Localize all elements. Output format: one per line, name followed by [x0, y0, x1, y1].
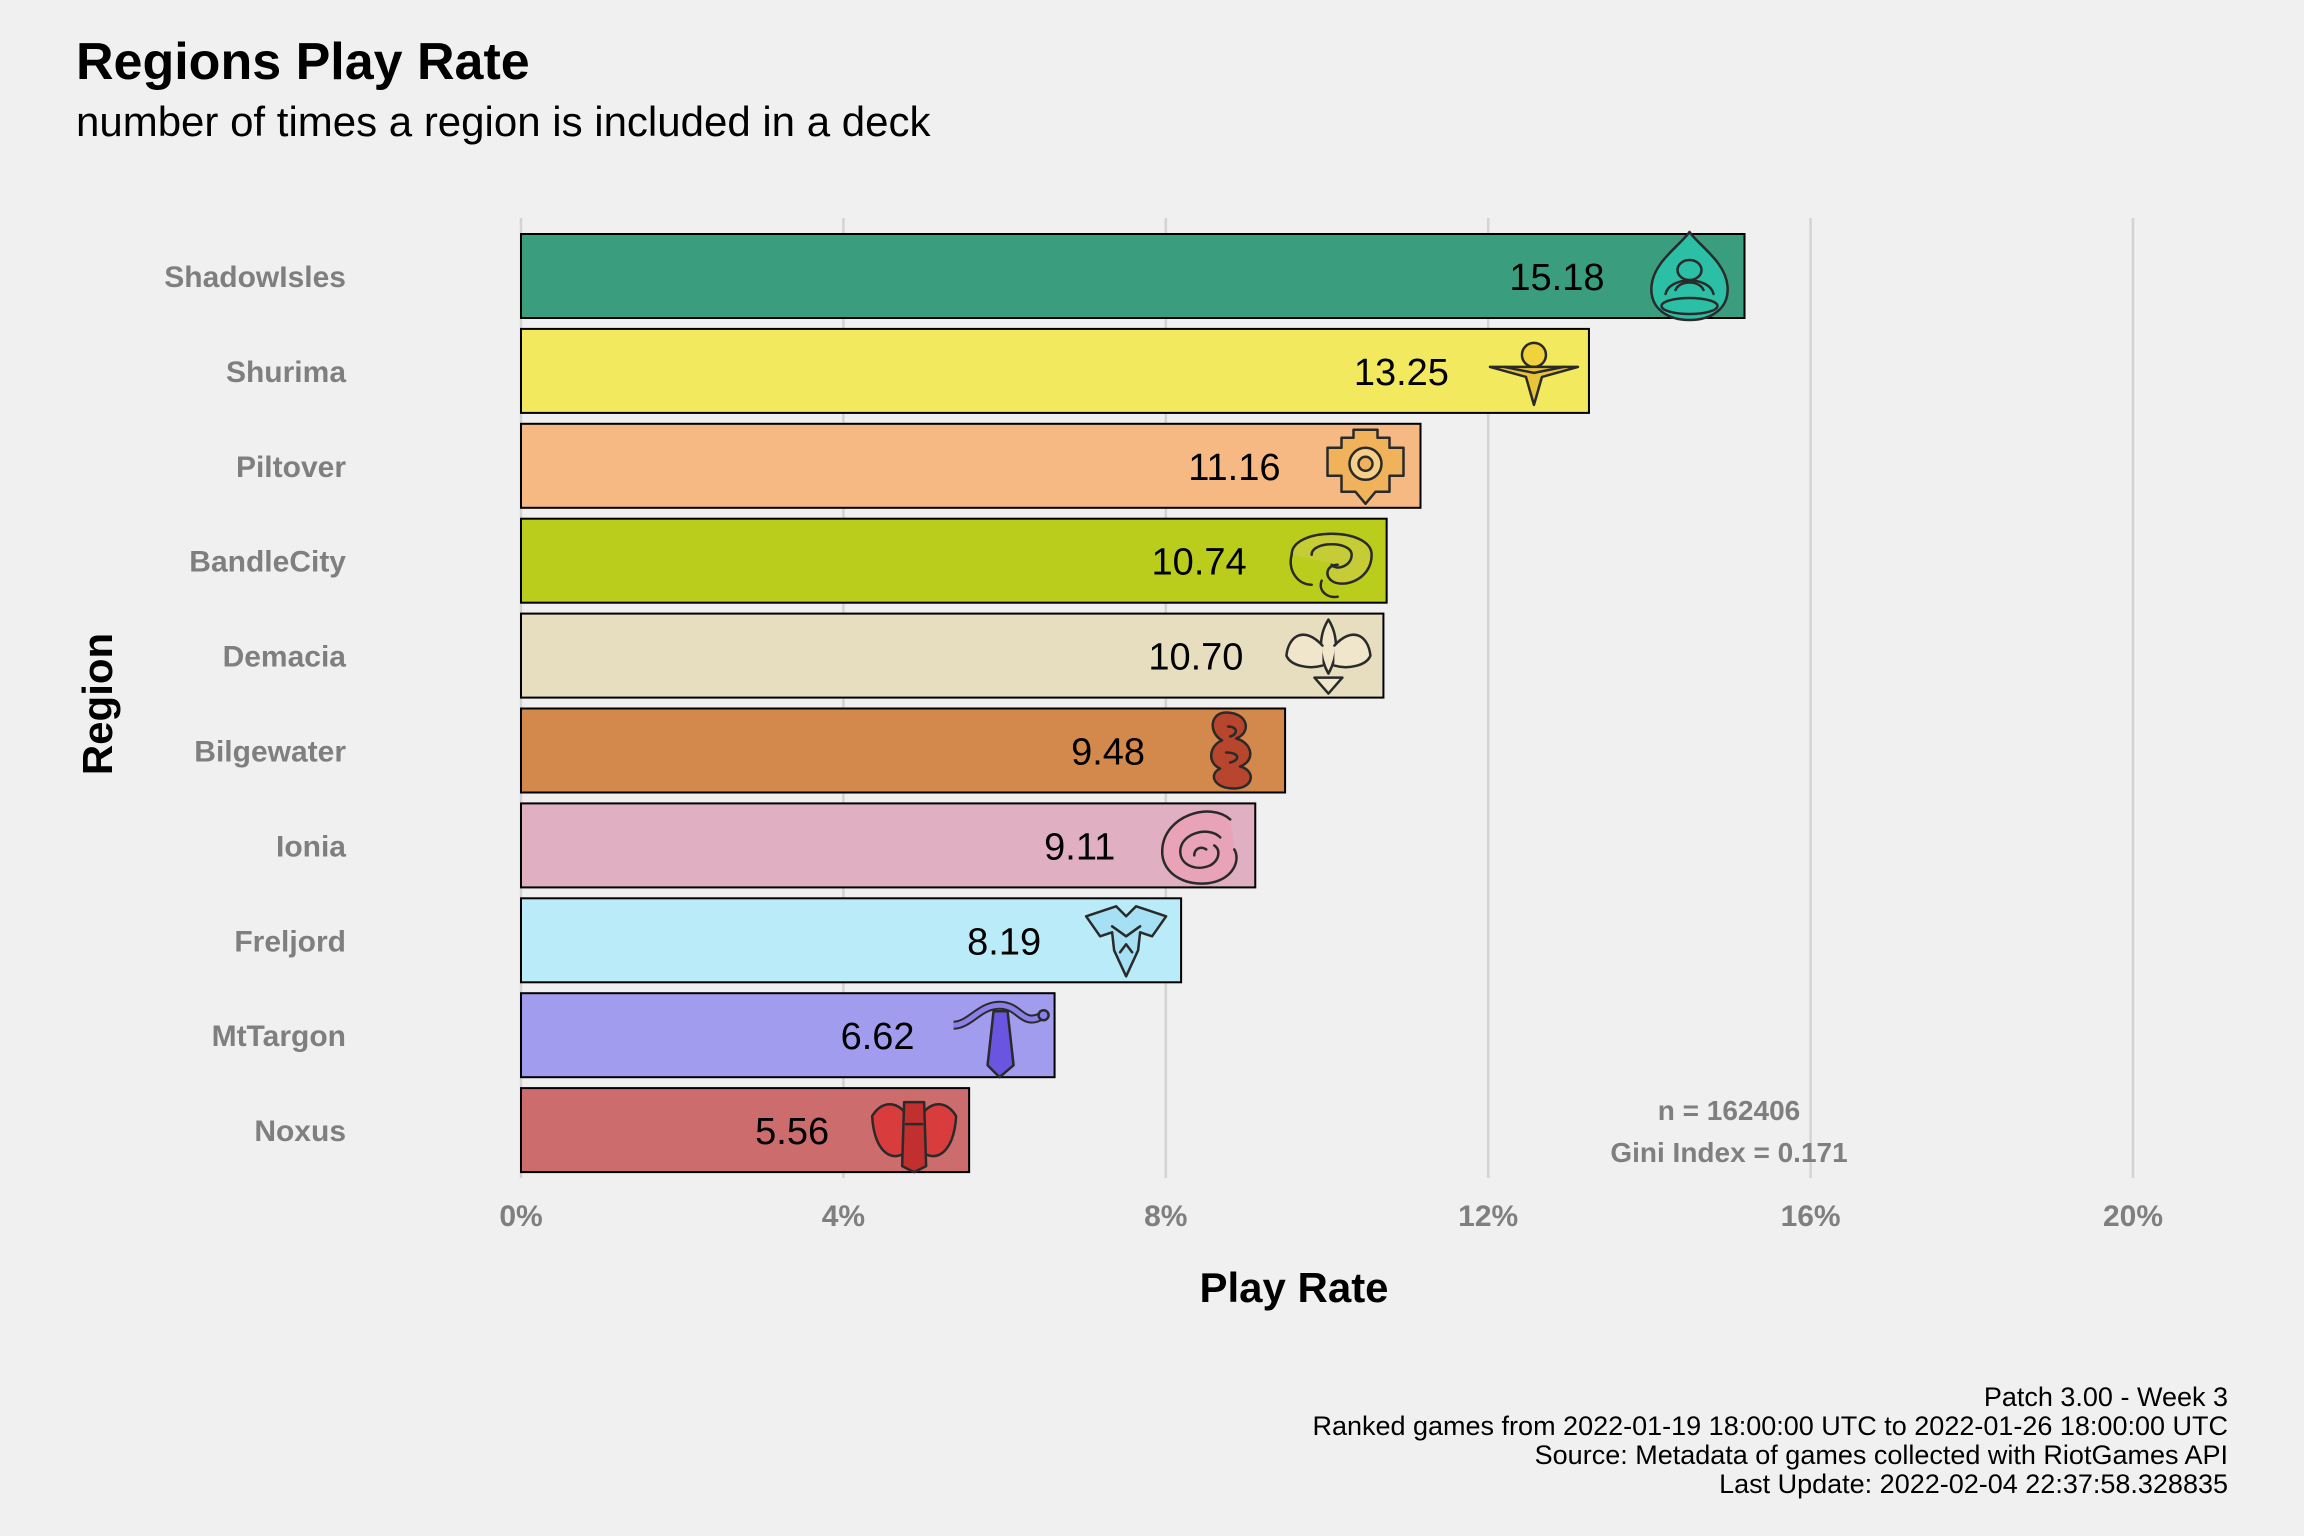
freljord-icon	[1084, 905, 1168, 978]
bar-ionia	[520, 802, 1257, 889]
value-label-bandlecity: 10.74	[1152, 542, 1247, 584]
caption: Patch 3.00 - Week 3 Ranked games from 20…	[1312, 1383, 2228, 1499]
mt-targon-icon	[952, 1000, 1050, 1079]
demacia-icon	[1285, 618, 1372, 695]
caption-last-update: Last Update: 2022-02-04 22:37:58.328835	[1719, 1469, 2228, 1499]
bar-shadowisles	[520, 233, 1746, 319]
ionia-icon	[1161, 810, 1238, 885]
value-label-shadowisles: 15.18	[1509, 257, 1604, 299]
category-label-noxus: Noxus	[254, 1115, 346, 1148]
caption-source: Source: Metadata of games collected with…	[1534, 1440, 2228, 1470]
shadow-isles-icon	[1650, 230, 1729, 322]
shurima-icon	[1488, 341, 1580, 407]
x-tick-label-2: 8%	[1144, 1200, 1187, 1233]
y-axis-title: Region	[74, 633, 121, 775]
bars: 15.18 13.25 11.16 10.74 10.7	[520, 230, 1746, 1174]
category-label-shadowisles: ShadowIsles	[164, 261, 346, 294]
value-label-piltover: 11.16	[1188, 447, 1280, 489]
y-tick-labels: ShadowIsles Shurima Piltover BandleCity Dema…	[164, 261, 346, 1148]
bar-demacia	[520, 612, 1385, 699]
bar-freljord	[520, 897, 1183, 984]
category-label-ionia: Ionia	[276, 830, 346, 863]
x-tick-label-5: 20%	[2103, 1200, 2163, 1233]
bandle-city-icon	[1289, 532, 1373, 599]
noxus-icon	[870, 1100, 958, 1174]
annotation-gini-index: Gini Index = 0.171	[1610, 1137, 1847, 1168]
x-tick-label-3: 12%	[1458, 1200, 1518, 1233]
chart-subtitle: number of times a region is included in …	[76, 98, 931, 145]
category-label-freljord: Freljord	[234, 925, 346, 958]
value-label-demacia: 10.70	[1148, 637, 1243, 679]
value-label-shurima: 13.25	[1354, 352, 1449, 394]
bilgewater-icon	[1210, 711, 1252, 790]
value-label-mttargon: 6.62	[841, 1016, 915, 1058]
value-label-noxus: 5.56	[755, 1111, 829, 1153]
category-label-mttargon: MtTargon	[212, 1020, 346, 1053]
x-tick-label-0: 0%	[499, 1200, 542, 1233]
caption-date-range: Ranked games from 2022-01-19 18:00:00 UT…	[1312, 1411, 2228, 1441]
category-label-shurima: Shurima	[226, 356, 346, 389]
x-tick-labels: 0% 4% 8% 12% 16% 20%	[499, 1200, 2163, 1233]
chart-title: Regions Play Rate	[76, 33, 530, 91]
value-label-freljord: 8.19	[967, 921, 1041, 963]
annotation-sample-size: n = 162406	[1658, 1095, 1800, 1126]
x-axis-title: Play Rate	[1199, 1264, 1388, 1311]
bar-bilgewater	[520, 707, 1287, 794]
piltover-icon	[1326, 428, 1405, 506]
bar-bandlecity	[520, 517, 1388, 604]
bar-piltover	[520, 422, 1422, 509]
value-label-ionia: 9.11	[1044, 826, 1115, 868]
category-label-demacia: Demacia	[223, 641, 347, 674]
bar-shurima	[520, 327, 1590, 414]
x-tick-label-4: 16%	[1781, 1200, 1841, 1233]
category-label-bilgewater: Bilgewater	[194, 736, 346, 769]
bar-mttargon	[520, 992, 1056, 1079]
x-tick-label-1: 4%	[822, 1200, 865, 1233]
category-label-piltover: Piltover	[236, 451, 346, 484]
caption-patch: Patch 3.00 - Week 3	[1983, 1382, 2228, 1412]
category-label-bandlecity: BandleCity	[189, 546, 346, 579]
value-label-bilgewater: 9.48	[1071, 732, 1145, 774]
